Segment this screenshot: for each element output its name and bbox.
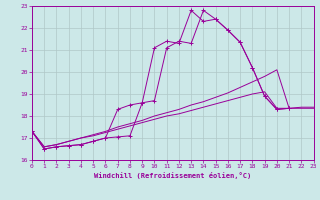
X-axis label: Windchill (Refroidissement éolien,°C): Windchill (Refroidissement éolien,°C) bbox=[94, 172, 252, 179]
